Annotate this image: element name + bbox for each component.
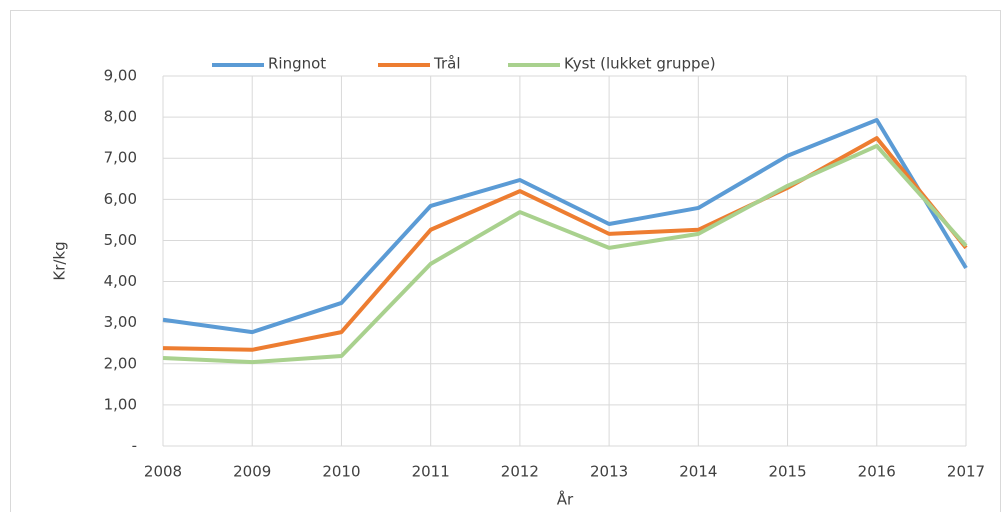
x-tick-label: 2017: [947, 463, 985, 481]
line-series: [162, 136, 968, 352]
x-tick-label: 2014: [679, 463, 717, 481]
y-tick-label: 6,00: [104, 190, 137, 208]
y-tick-label: 3,00: [104, 313, 137, 331]
x-tick-label: 2013: [590, 463, 628, 481]
x-tick-label: 2015: [768, 463, 806, 481]
x-tick-label: 2011: [412, 463, 450, 481]
line-series: [162, 143, 968, 365]
y-tick-label: 1,00: [104, 395, 137, 413]
y-axis-label: Kr/kg: [51, 241, 69, 280]
legend-label: Trål: [433, 55, 460, 73]
x-axis-label: År: [557, 490, 574, 509]
y-tick-label: -: [132, 437, 137, 455]
y-tick-label: 7,00: [104, 149, 137, 167]
y-tick-label: 2,00: [104, 354, 137, 372]
x-tick-label: 2009: [233, 463, 271, 481]
line-series: [162, 117, 968, 335]
y-tick-label: 9,00: [104, 67, 137, 85]
y-tick-label: 4,00: [104, 272, 137, 290]
x-tick-label: 2016: [858, 463, 896, 481]
x-tick-label: 2010: [322, 463, 360, 481]
x-tick-label: 2012: [501, 463, 539, 481]
legend-label: Ringnot: [268, 55, 326, 73]
y-tick-label: 5,00: [104, 231, 137, 249]
y-tick-label: 8,00: [104, 108, 137, 126]
chart-border: [10, 10, 1001, 512]
legend-label: Kyst (lukket gruppe): [564, 55, 716, 73]
x-tick-label: 2008: [144, 463, 182, 481]
